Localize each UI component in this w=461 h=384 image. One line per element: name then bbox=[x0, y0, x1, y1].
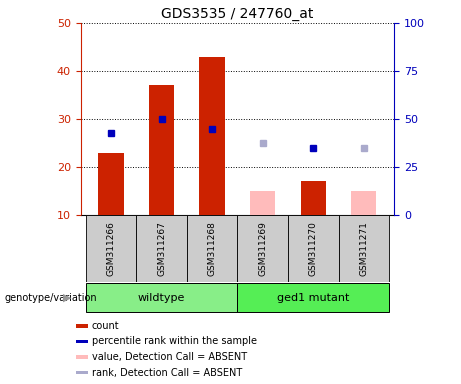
Bar bbox=[86, 215, 136, 282]
Bar bbox=[76, 339, 88, 343]
Bar bbox=[136, 215, 187, 282]
Text: GSM311266: GSM311266 bbox=[106, 221, 116, 276]
Bar bbox=[351, 191, 377, 215]
Text: wildtype: wildtype bbox=[138, 293, 185, 303]
Text: genotype/variation: genotype/variation bbox=[5, 293, 97, 303]
Bar bbox=[237, 215, 288, 282]
Bar bbox=[301, 182, 326, 215]
Text: GSM311270: GSM311270 bbox=[309, 221, 318, 276]
Text: GSM311269: GSM311269 bbox=[258, 221, 267, 276]
Bar bbox=[76, 371, 88, 374]
Title: GDS3535 / 247760_at: GDS3535 / 247760_at bbox=[161, 7, 313, 21]
Text: ▶: ▶ bbox=[63, 293, 71, 303]
Bar bbox=[338, 215, 389, 282]
Bar bbox=[237, 283, 389, 312]
Bar bbox=[76, 324, 88, 328]
Bar bbox=[149, 86, 174, 215]
Text: count: count bbox=[92, 321, 119, 331]
Text: GSM311267: GSM311267 bbox=[157, 221, 166, 276]
Text: ged1 mutant: ged1 mutant bbox=[277, 293, 349, 303]
Text: rank, Detection Call = ABSENT: rank, Detection Call = ABSENT bbox=[92, 367, 242, 377]
Text: GSM311271: GSM311271 bbox=[359, 221, 368, 276]
Bar bbox=[200, 56, 225, 215]
Bar bbox=[86, 283, 237, 312]
Text: value, Detection Call = ABSENT: value, Detection Call = ABSENT bbox=[92, 352, 247, 362]
Bar bbox=[187, 215, 237, 282]
Bar bbox=[98, 152, 124, 215]
Bar bbox=[76, 355, 88, 359]
Bar bbox=[250, 191, 275, 215]
Bar bbox=[288, 215, 338, 282]
Text: GSM311268: GSM311268 bbox=[207, 221, 217, 276]
Text: percentile rank within the sample: percentile rank within the sample bbox=[92, 336, 257, 346]
